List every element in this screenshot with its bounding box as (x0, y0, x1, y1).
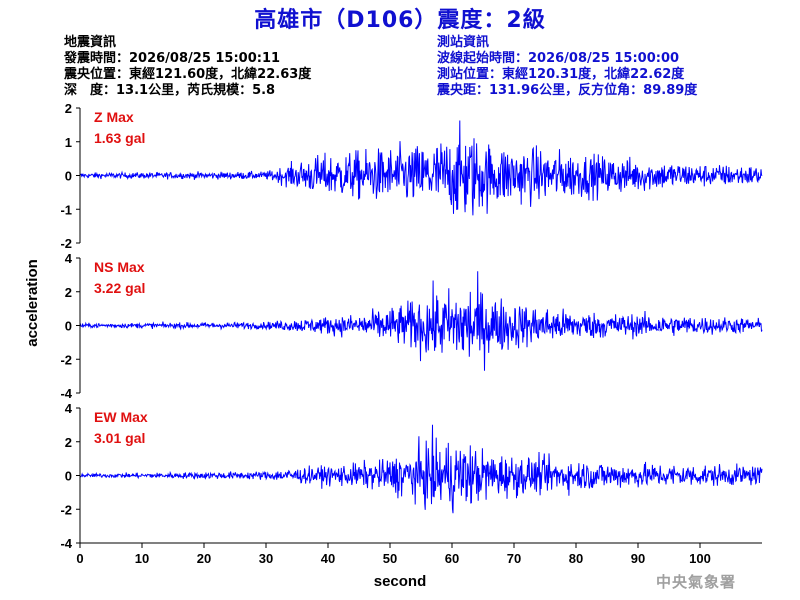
x-tick-label: 70 (507, 551, 521, 566)
panel-ew: -4 -2 0 2 4 EW Max 3.01 gal (60, 401, 763, 551)
waveform-trace-ew (79, 424, 763, 514)
epicentral-distance: 震央距：131.96公里，反方位角：89.89度 (437, 83, 698, 98)
earthquake-info: 地震資訊 發震時間：2026/08/25 15:00:11 震央位置：東經121… (64, 35, 311, 99)
y-tick-label: 4 (65, 251, 73, 266)
y-tick-label: -2 (60, 236, 72, 251)
depth-magnitude: 深 度：13.1公里，芮氏規模：5.8 (64, 83, 276, 98)
y-tick-label: 2 (65, 435, 72, 450)
x-tick-label: 10 (135, 551, 149, 566)
component-max-label: NS Max (94, 259, 145, 275)
panel-ns: -4 -2 0 2 4 NS Max 3.22 gal (60, 251, 763, 401)
origin-time: 發震時間：2026/08/25 15:00:11 (64, 51, 281, 66)
y-tick-label: 2 (65, 285, 72, 300)
y-tick-label: 1 (65, 135, 72, 150)
component-max-value: 3.01 gal (94, 430, 145, 446)
x-axis: 0 10 20 30 40 50 60 70 80 90 100 second (76, 542, 762, 590)
station-position: 測站位置：東經120.31度，北緯22.62度 (437, 67, 685, 82)
x-tick-label: 30 (259, 551, 273, 566)
x-tick-label: 100 (689, 551, 711, 566)
y-tick-label: 0 (65, 319, 72, 334)
x-tick-label: 60 (445, 551, 459, 566)
x-tick-label: 50 (383, 551, 397, 566)
x-tick-label: 40 (321, 551, 335, 566)
earthquake-info-heading: 地震資訊 (64, 35, 117, 50)
component-max-value: 1.63 gal (94, 130, 145, 146)
x-axis-label: second (374, 573, 427, 590)
waveform-start-time: 波線起始時間：2026/08/25 15:00:00 (437, 51, 680, 66)
x-tick-label: 20 (197, 551, 211, 566)
y-tick-label: -4 (60, 386, 72, 401)
x-tick-label: 0 (76, 551, 83, 566)
y-axis-label: acceleration (24, 259, 41, 347)
component-max-label: Z Max (94, 109, 134, 125)
waveform-trace-z (79, 120, 763, 216)
agency-watermark: 中央氣象署 (656, 573, 737, 591)
y-tick-label: -4 (60, 536, 72, 551)
station-info-heading: 測站資訊 (437, 35, 490, 50)
panel-z: -2 -1 0 1 2 Z Max 1.63 gal (60, 101, 763, 251)
y-tick-label: 0 (65, 469, 72, 484)
x-tick-label: 80 (569, 551, 583, 566)
y-tick-label: -2 (60, 352, 72, 367)
x-tick-label: 90 (631, 551, 645, 566)
page-title: 高雄市（D106）震度：2級 (254, 8, 546, 33)
component-max-value: 3.22 gal (94, 280, 145, 296)
y-tick-label: 0 (65, 169, 72, 184)
y-tick-label: 4 (65, 401, 73, 416)
epicenter-position: 震央位置：東經121.60度，北緯22.63度 (64, 67, 312, 82)
y-tick-label: 2 (65, 101, 72, 116)
y-tick-label: -1 (60, 202, 72, 217)
component-max-label: EW Max (94, 409, 148, 425)
y-tick-label: -2 (60, 502, 72, 517)
station-info: 測站資訊 波線起始時間：2026/08/25 15:00:00 測站位置：東經1… (437, 35, 697, 99)
waveform-trace-ns (79, 271, 763, 371)
